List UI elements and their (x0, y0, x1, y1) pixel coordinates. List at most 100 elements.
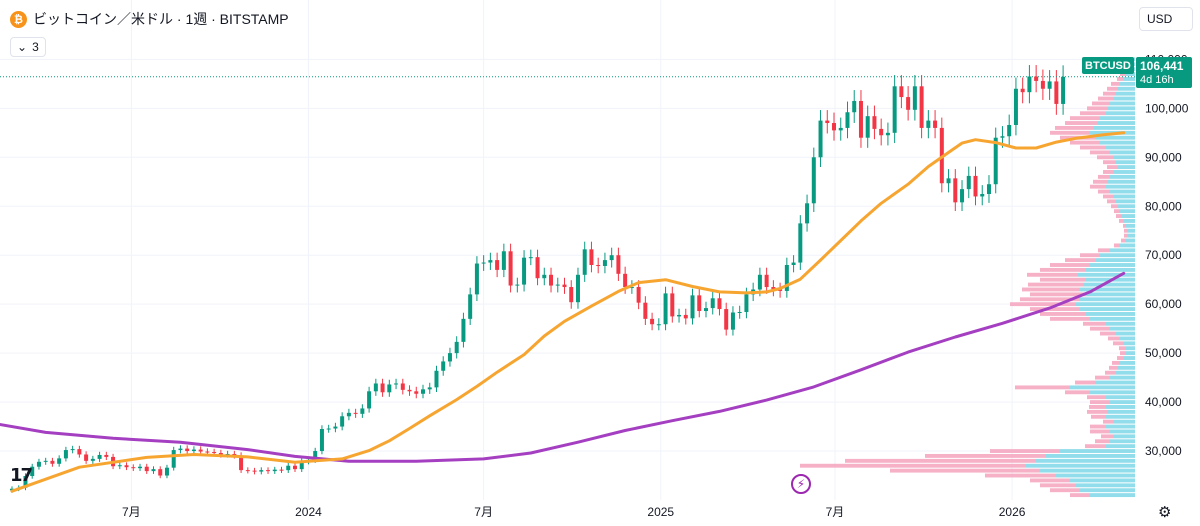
profile-bar-down (1030, 292, 1085, 297)
profile-bar-up (1090, 316, 1135, 321)
profile-bar-up (1115, 160, 1135, 165)
profile-bar-down (1101, 434, 1113, 439)
profile-bar-down (1114, 209, 1120, 214)
profile-bar-up (1107, 409, 1135, 414)
profile-bar-up (1080, 287, 1135, 292)
profile-bar-up (1095, 135, 1135, 140)
profile-bar-down (1030, 307, 1080, 312)
candle-body (906, 97, 911, 110)
profile-bar-down (1065, 258, 1095, 263)
profile-bar-down (1108, 336, 1120, 341)
candle-body (346, 412, 351, 417)
candle-body (77, 449, 82, 455)
candle-body (650, 318, 655, 325)
profile-bar-down (1065, 121, 1097, 125)
profile-bar-down (1103, 160, 1115, 165)
profile-bar-up (1090, 493, 1135, 498)
lightning-icon[interactable]: ⚡ (791, 474, 811, 494)
profile-bar-down (1097, 155, 1113, 160)
candle-body (252, 470, 257, 472)
candle-body (569, 287, 574, 303)
candle-body (825, 120, 830, 124)
profile-bar-down (1028, 282, 1083, 287)
candle-body (717, 298, 722, 310)
candle-body (245, 470, 250, 472)
candle-body (993, 137, 998, 185)
profile-bar-up (1070, 478, 1135, 483)
candle-body (178, 448, 183, 451)
profile-bar-down (1090, 184, 1105, 189)
profile-bar-up (1025, 463, 1135, 468)
candle-body (757, 274, 762, 290)
candle-body (953, 178, 958, 203)
candle-body (542, 274, 547, 279)
x-tick-label: 7月 (122, 505, 141, 519)
profile-bar-down (1010, 302, 1075, 307)
candle-body (986, 184, 991, 195)
profile-bar-up (1113, 194, 1135, 199)
candle-body (407, 389, 412, 392)
profile-bar-up (1083, 282, 1135, 287)
candle-body (117, 465, 122, 467)
profile-bar-up (1123, 341, 1135, 346)
profile-bar-down (1040, 277, 1085, 282)
profile-bar-up (1095, 258, 1135, 263)
profile-bar-up (1085, 292, 1135, 297)
profile-bar-down (1050, 316, 1090, 321)
profile-bar-down (1092, 101, 1110, 106)
profile-bar-down (1055, 125, 1093, 130)
candle-body (596, 265, 601, 266)
candle-body (1000, 136, 1005, 138)
profile-bar-up (1125, 72, 1135, 77)
candle-body (549, 274, 554, 286)
y-tick-label: 40,000 (1145, 395, 1182, 409)
profile-bar-down (1070, 493, 1090, 498)
profile-bar-up (1077, 272, 1135, 277)
profile-bar-down (1091, 414, 1105, 419)
indicators-toggle-button[interactable]: ⌄ 3 (10, 37, 46, 57)
profile-bar-down (1113, 341, 1123, 346)
candle-body (10, 488, 14, 491)
candle-body (778, 289, 783, 291)
profile-bar-up (1113, 434, 1135, 439)
chart-title: ビットコイン／米ドル · 1週 · BITSTAMP (33, 11, 289, 27)
profile-bar-down (1112, 360, 1120, 365)
candle-body (508, 251, 513, 286)
profile-bar-up (1080, 307, 1135, 312)
profile-bar-up (1127, 233, 1135, 238)
candles (10, 65, 1066, 493)
candle-body (663, 293, 668, 325)
candle-body (434, 370, 439, 388)
profile-bar-down (1117, 356, 1123, 360)
profile-bar-down (1090, 429, 1110, 434)
candle-body (609, 255, 614, 261)
profile-bar-down (1040, 483, 1075, 488)
profile-bar-up (1120, 360, 1135, 365)
profile-bar-down (1103, 194, 1113, 199)
candle-body (522, 257, 527, 285)
profile-bar-up (1070, 385, 1135, 390)
candle-body (151, 469, 156, 472)
candle-body (367, 391, 372, 409)
profile-bar-up (1115, 91, 1135, 96)
profile-bar-down (1103, 91, 1115, 96)
candle-body (292, 465, 297, 470)
currency-selector[interactable]: USD (1139, 7, 1193, 31)
profile-bar-down (1065, 390, 1090, 395)
candle-body (144, 466, 149, 472)
profile-bar-up (1105, 111, 1135, 116)
profile-bar-up (1115, 199, 1135, 204)
candle-body (198, 449, 203, 452)
profile-bar-down (1120, 351, 1125, 356)
candle-body (575, 274, 580, 303)
profile-bar-up (1120, 336, 1135, 341)
profile-bar-up (1123, 356, 1135, 360)
y-tick-label: 50,000 (1145, 346, 1182, 360)
profile-bar-up (1113, 96, 1135, 101)
gear-icon[interactable]: ⚙ (1158, 504, 1172, 521)
bitcoin-icon: ₿ (10, 10, 27, 28)
candle-body (784, 265, 789, 291)
profile-bar-up (1085, 267, 1135, 272)
profile-bar-up (1090, 263, 1135, 267)
